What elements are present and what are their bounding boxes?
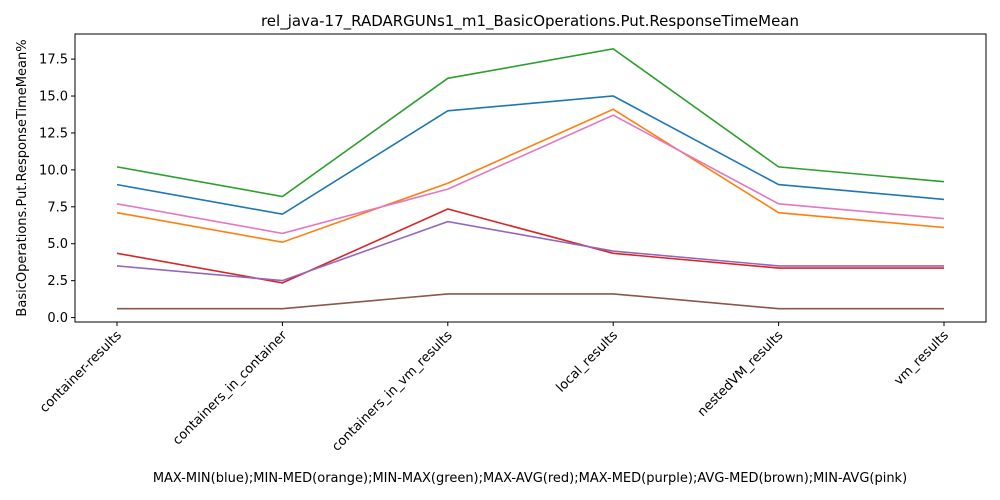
x-tick-label-2: containers_in_vm_results — [329, 328, 455, 454]
y-tick-label-7: 17.5 — [39, 53, 68, 68]
x-tick-label-4: nestedVM_results — [695, 328, 787, 420]
x-tick-label-0: container-results — [37, 328, 125, 416]
y-tick-label-1: 2.5 — [47, 274, 68, 289]
series-line-4 — [116, 220, 944, 282]
y-tick-label-5: 12.5 — [39, 126, 68, 141]
x-axis: container-results containers_in_container… — [37, 322, 952, 455]
series-line-6 — [116, 114, 945, 235]
y-tick-label-2: 5.0 — [47, 237, 68, 252]
plot-area — [116, 47, 945, 310]
y-tick-label-0: 0.0 — [47, 311, 68, 326]
y-tick-label-6: 15.0 — [39, 90, 68, 105]
x-tick-label-3: local_results — [554, 328, 622, 396]
series-line-0 — [116, 95, 945, 216]
y-axis: 0.0 2.5 5.0 7.5 10.0 12.5 15.0 17.5 — [39, 53, 75, 326]
x-axis-label: MAX-MIN(blue);MIN-MED(orange);MIN-MAX(gr… — [153, 471, 907, 486]
x-tick-label-5: vm_results — [891, 328, 952, 389]
plot-frame — [74, 33, 987, 323]
y-tick-label-3: 7.5 — [47, 200, 68, 215]
chart-title: rel_java-17_RADARGUNs1_m1_BasicOperation… — [261, 12, 799, 31]
x-tick-label-1: containers_in_container — [170, 328, 291, 449]
series-line-2 — [116, 47, 945, 198]
y-tick-label-4: 10.0 — [39, 163, 68, 178]
series-line-1 — [116, 108, 945, 244]
series-line-5 — [117, 293, 944, 310]
series-line-3 — [116, 208, 944, 284]
y-axis-label: BasicOperations.Put.ResponseTimeMean% — [15, 39, 30, 316]
